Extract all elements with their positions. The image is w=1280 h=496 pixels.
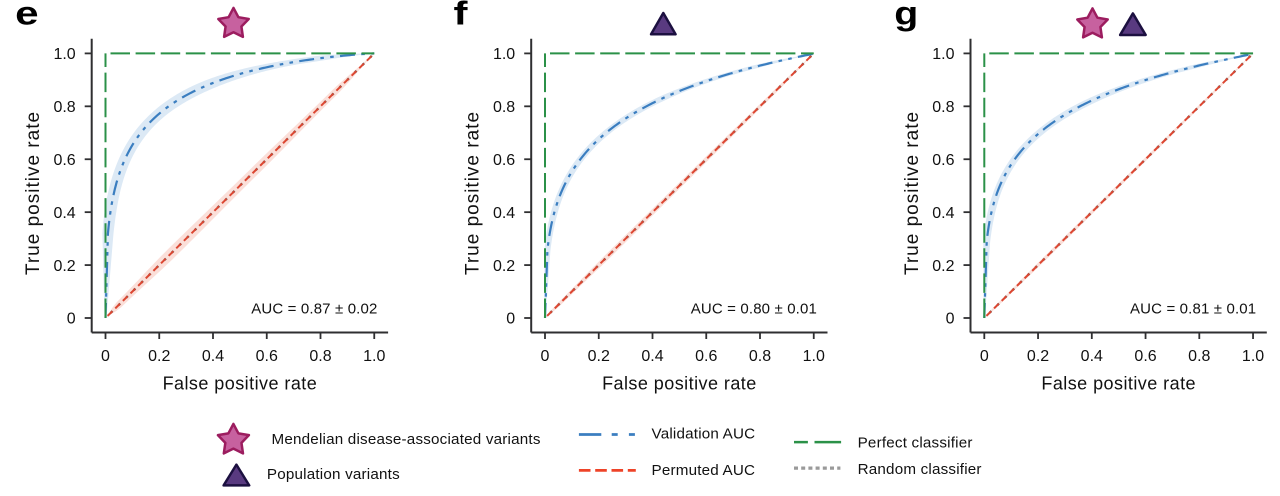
svg-text:0.8: 0.8 bbox=[493, 99, 515, 116]
svg-text:0.6: 0.6 bbox=[493, 152, 515, 169]
svg-text:0.4: 0.4 bbox=[641, 348, 663, 365]
svg-text:False positive rate: False positive rate bbox=[163, 374, 318, 394]
svg-text:0.4: 0.4 bbox=[202, 348, 224, 365]
svg-text:0: 0 bbox=[506, 311, 515, 328]
svg-text:True positive rate: True positive rate bbox=[902, 111, 923, 275]
svg-text:False positive rate: False positive rate bbox=[602, 374, 757, 394]
svg-text:0.2: 0.2 bbox=[493, 258, 515, 275]
svg-text:1.0: 1.0 bbox=[363, 348, 385, 365]
svg-text:0.2: 0.2 bbox=[148, 348, 170, 365]
svg-text:0.6: 0.6 bbox=[695, 348, 717, 365]
svg-text:1.0: 1.0 bbox=[1242, 348, 1264, 365]
svg-text:AUC = 0.80 ± 0.01: AUC = 0.80 ± 0.01 bbox=[691, 301, 817, 318]
svg-text:e: e bbox=[15, 0, 39, 32]
svg-text:0.8: 0.8 bbox=[53, 99, 75, 116]
svg-text:0: 0 bbox=[67, 311, 76, 328]
svg-text:1.0: 1.0 bbox=[932, 46, 954, 63]
svg-text:0.8: 0.8 bbox=[749, 348, 771, 365]
svg-text:Validation AUC: Validation AUC bbox=[652, 426, 756, 443]
svg-text:AUC = 0.87 ± 0.02: AUC = 0.87 ± 0.02 bbox=[251, 301, 377, 318]
svg-text:0.2: 0.2 bbox=[932, 258, 954, 275]
svg-text:False positive rate: False positive rate bbox=[1041, 374, 1196, 394]
svg-text:0.4: 0.4 bbox=[1081, 348, 1103, 365]
svg-text:0.6: 0.6 bbox=[53, 152, 75, 169]
svg-text:1.0: 1.0 bbox=[53, 46, 75, 63]
svg-text:0: 0 bbox=[946, 311, 955, 328]
svg-text:f: f bbox=[454, 0, 469, 32]
svg-text:1.0: 1.0 bbox=[803, 348, 825, 365]
svg-text:0.8: 0.8 bbox=[309, 348, 331, 365]
svg-text:1.0: 1.0 bbox=[493, 46, 515, 63]
svg-text:0.6: 0.6 bbox=[256, 348, 278, 365]
svg-text:0.8: 0.8 bbox=[932, 99, 954, 116]
svg-text:0.8: 0.8 bbox=[1188, 348, 1210, 365]
svg-text:Mendelian disease-associated v: Mendelian disease-associated variants bbox=[272, 431, 541, 448]
svg-text:Random classifier: Random classifier bbox=[858, 461, 982, 478]
svg-text:0: 0 bbox=[980, 348, 989, 365]
svg-text:0.4: 0.4 bbox=[493, 205, 515, 222]
svg-text:Permuted AUC: Permuted AUC bbox=[652, 462, 756, 479]
svg-text:0.6: 0.6 bbox=[1134, 348, 1156, 365]
svg-text:0: 0 bbox=[101, 348, 110, 365]
svg-text:0.2: 0.2 bbox=[588, 348, 610, 365]
svg-text:0.4: 0.4 bbox=[53, 205, 75, 222]
svg-text:Perfect classifier: Perfect classifier bbox=[858, 434, 973, 451]
svg-text:g: g bbox=[894, 0, 918, 32]
svg-text:0.2: 0.2 bbox=[53, 258, 75, 275]
svg-text:0: 0 bbox=[541, 348, 550, 365]
svg-text:True positive rate: True positive rate bbox=[23, 111, 44, 275]
svg-text:0.2: 0.2 bbox=[1027, 348, 1049, 365]
svg-text:0.6: 0.6 bbox=[932, 152, 954, 169]
svg-text:True positive rate: True positive rate bbox=[463, 111, 484, 275]
svg-text:Population variants: Population variants bbox=[267, 466, 400, 483]
svg-text:AUC = 0.81 ± 0.01: AUC = 0.81 ± 0.01 bbox=[1130, 301, 1256, 318]
svg-text:0.4: 0.4 bbox=[932, 205, 954, 222]
